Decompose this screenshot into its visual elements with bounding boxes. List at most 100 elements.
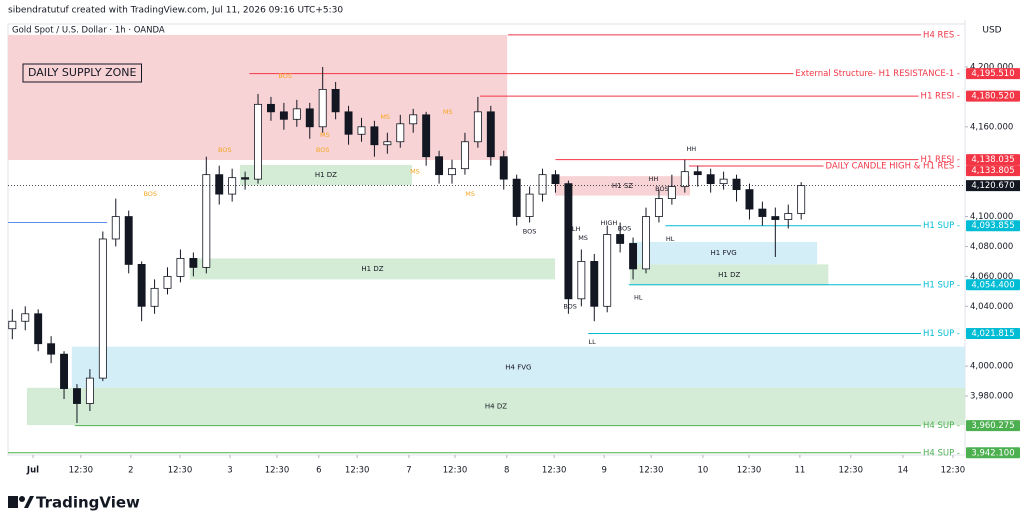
annotation: BOS — [523, 228, 537, 236]
candle-body — [616, 234, 625, 244]
zone — [239, 164, 412, 186]
candle-body — [590, 261, 599, 307]
annotation: BOS — [655, 185, 669, 193]
y-tick-label: 4,000.000 — [970, 362, 1013, 372]
candle-body — [370, 126, 379, 146]
annotation: HIGH — [601, 219, 618, 227]
candle-body — [758, 208, 767, 217]
y-tick-label: 4,040.000 — [970, 302, 1013, 312]
price-box — [966, 328, 1020, 340]
last-price-box — [966, 180, 1020, 192]
zone-title: DAILY SUPPLY ZONE — [28, 66, 137, 79]
x-tick-label: 12:30 — [345, 466, 370, 476]
candle-body — [383, 141, 392, 146]
x-tick-label: 12:30 — [941, 466, 966, 476]
y-tick-label: 4,060.000 — [970, 272, 1013, 282]
price-box — [966, 90, 1020, 102]
candle-body — [654, 198, 663, 217]
candle-body — [448, 168, 456, 176]
candle-body — [745, 189, 754, 210]
logo: TradingView — [8, 494, 140, 512]
annotation: LH — [572, 225, 581, 233]
candle-body — [680, 171, 689, 188]
zone-label: H4 FVG — [505, 363, 531, 371]
zone — [189, 258, 556, 280]
candle-body — [473, 111, 482, 143]
annotation: MS — [465, 190, 475, 198]
candle-body — [292, 108, 301, 120]
candle-body — [551, 174, 560, 185]
candle-body — [422, 114, 431, 158]
x-tick-label: 12:30 — [639, 466, 664, 476]
price-box-label: 4,021.815 — [971, 329, 1014, 339]
logo-icon — [24, 496, 34, 508]
level-label: H1 RESI - — [921, 92, 960, 102]
x-tick-label: 7 — [406, 466, 411, 476]
price-box-label: 4,195.510 — [971, 69, 1014, 79]
price-box-label: 4,180.520 — [971, 92, 1014, 102]
zone — [71, 346, 966, 388]
candle-body — [47, 343, 56, 355]
annotation: MS — [578, 234, 588, 242]
candle-body — [460, 141, 469, 170]
annotation: HH — [686, 145, 696, 153]
candle-body — [771, 216, 780, 220]
candle-body — [267, 103, 275, 113]
zone-label: H1 DZ — [361, 265, 383, 273]
candle-body — [564, 183, 573, 300]
candle-body — [719, 178, 728, 185]
annotation: LL — [588, 338, 596, 346]
zone-label: H4 DZ — [485, 402, 507, 410]
logo-icon — [19, 496, 25, 502]
x-tick-label: 8 — [504, 466, 509, 476]
annotation: MS — [443, 108, 453, 116]
level-label: H4 RES - — [923, 30, 960, 40]
price-box-label: 3,960.275 — [971, 421, 1014, 431]
candle-body — [8, 320, 17, 330]
price-box — [966, 154, 1020, 166]
y-tick-label: 4,160.000 — [970, 122, 1013, 132]
level-label: DAILY CANDLE HIGH & H1 RES - — [825, 161, 960, 171]
annotation: BOS — [143, 190, 157, 198]
level-label: H4 SUP - — [923, 421, 960, 431]
zone — [630, 264, 829, 286]
level-label: H1 SUP - — [923, 329, 960, 339]
annotation: HL — [634, 293, 643, 301]
x-tick-label: 14 — [898, 466, 909, 476]
candle-body — [577, 261, 586, 300]
candle-body — [318, 88, 327, 128]
candle-body — [241, 177, 250, 180]
candle-body — [34, 313, 43, 345]
candle-body — [499, 156, 508, 180]
price-box — [966, 165, 1020, 177]
candle-body — [189, 258, 198, 268]
x-tick-label: 11 — [794, 466, 805, 476]
symbol: Gold Spot / U.S. Dollar · 1h · OANDA — [12, 26, 165, 36]
zone-label: H1 DZ — [718, 271, 740, 279]
candle-body — [279, 111, 288, 120]
x-tick-label: 9 — [601, 466, 606, 476]
annotation: HL — [666, 235, 675, 243]
candle-body — [150, 287, 159, 307]
price-box — [966, 68, 1020, 80]
level-label: H1 SUP - — [923, 221, 960, 231]
annotation: BOS — [563, 302, 577, 310]
x-tick-label: 12:30 — [737, 466, 762, 476]
x-tick-label: 12:30 — [69, 466, 94, 476]
logo-icon — [8, 496, 18, 508]
candle-body — [305, 108, 314, 128]
annotation: HH — [648, 175, 658, 183]
candle-body — [163, 275, 172, 289]
annotation: MS — [380, 113, 390, 121]
x-tick-label: 12:30 — [542, 466, 567, 476]
candle-body — [732, 178, 741, 191]
candle-body — [435, 156, 444, 176]
candle-body — [642, 216, 650, 270]
price-box — [966, 220, 1020, 232]
credit: sibendratutuf created with TradingView.c… — [8, 6, 343, 16]
x-tick-label: 12:30 — [265, 466, 290, 476]
y-tick-label: 3,980.000 — [970, 392, 1013, 402]
candle-body — [21, 313, 30, 322]
zone-label: H1 FVG — [711, 249, 737, 257]
